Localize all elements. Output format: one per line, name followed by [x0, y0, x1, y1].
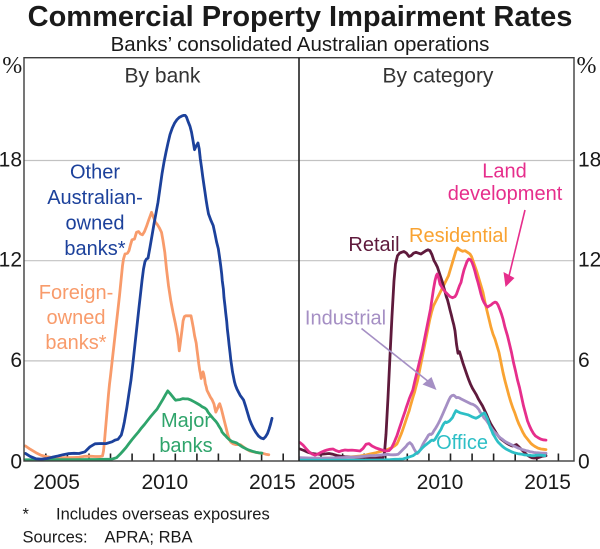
- svg-text:0: 0: [578, 451, 590, 474]
- svg-text:Australian-: Australian-: [47, 187, 143, 209]
- svg-text:2005: 2005: [33, 471, 80, 494]
- svg-text:Land: Land: [482, 161, 527, 183]
- svg-text:2015: 2015: [249, 471, 296, 494]
- svg-text:owned: owned: [66, 213, 125, 235]
- svg-text:0: 0: [10, 451, 22, 474]
- svg-text:Residential: Residential: [409, 225, 508, 247]
- svg-text:Major: Major: [161, 410, 211, 432]
- svg-text:Includes overseas exposures: Includes overseas exposures: [56, 506, 270, 524]
- svg-text:Retail: Retail: [348, 234, 399, 256]
- svg-text:banks: banks: [159, 435, 212, 457]
- svg-text:Industrial: Industrial: [305, 308, 386, 330]
- svg-text:banks*: banks*: [64, 238, 125, 260]
- svg-text:%: %: [577, 53, 597, 79]
- svg-text:2005: 2005: [308, 471, 355, 494]
- svg-text:By category: By category: [383, 65, 494, 88]
- svg-text:2010: 2010: [417, 471, 464, 494]
- svg-text:18: 18: [0, 149, 22, 172]
- svg-text:12: 12: [0, 249, 22, 272]
- svg-text:Sources:: Sources:: [23, 529, 88, 547]
- svg-text:%: %: [2, 53, 22, 79]
- svg-text:owned: owned: [47, 307, 106, 329]
- svg-text:2010: 2010: [141, 471, 188, 494]
- svg-text:By bank: By bank: [125, 65, 201, 88]
- svg-text:Office: Office: [436, 432, 488, 454]
- svg-text:development: development: [448, 183, 563, 205]
- svg-text:APRA; RBA: APRA; RBA: [105, 529, 193, 547]
- svg-text:6: 6: [10, 349, 22, 372]
- svg-text:Commercial Property Impairment: Commercial Property Impairment Rates: [28, 1, 573, 33]
- svg-text:6: 6: [578, 349, 590, 372]
- svg-text:Foreign-: Foreign-: [39, 282, 113, 304]
- svg-text:18: 18: [578, 149, 600, 172]
- svg-text:12: 12: [578, 249, 600, 272]
- svg-text:2015: 2015: [524, 471, 571, 494]
- svg-text:*: *: [23, 506, 30, 524]
- svg-text:Banks’ consolidated Australian: Banks’ consolidated Australian operation…: [111, 33, 490, 56]
- svg-text:Other: Other: [70, 162, 120, 184]
- svg-text:banks*: banks*: [45, 332, 106, 354]
